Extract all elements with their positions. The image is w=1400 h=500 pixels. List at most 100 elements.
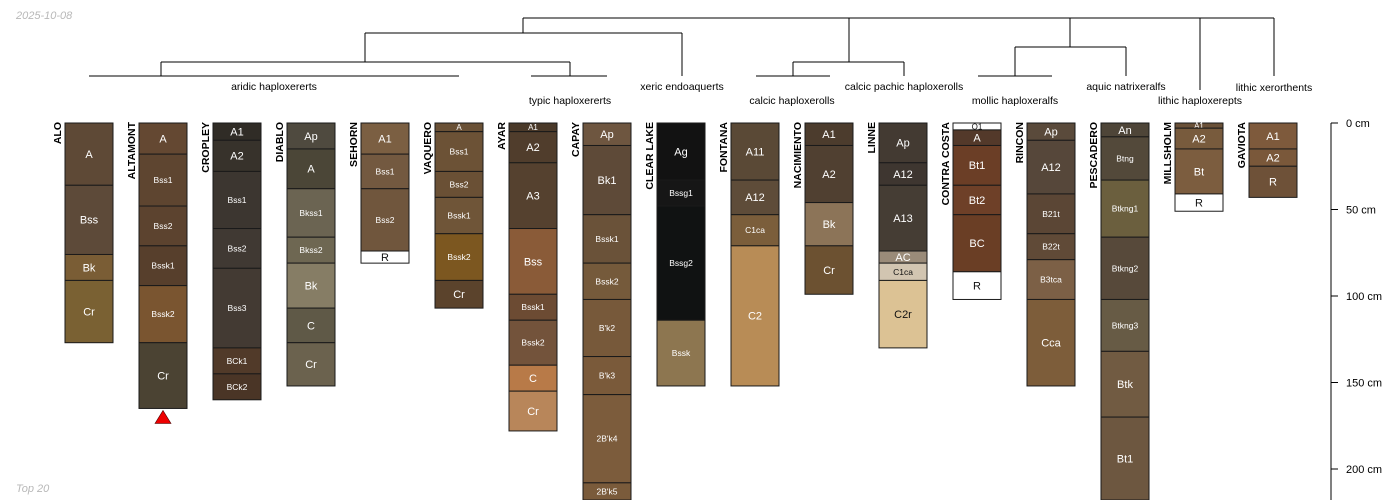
- horizon-label: Bssk: [672, 348, 691, 358]
- horizon-label: A12: [1041, 162, 1061, 174]
- horizon-label: BCk2: [227, 382, 248, 392]
- horizon-label: Bss1: [154, 175, 173, 185]
- horizon-block: [212, 373, 262, 401]
- horizon-block: [508, 390, 558, 432]
- horizon-block: [730, 245, 780, 387]
- taxon-label: xeric endoaquerts: [640, 81, 723, 93]
- horizon-block: [582, 394, 632, 484]
- horizon-label: AC: [895, 252, 910, 264]
- horizon-label: Bssk2: [151, 309, 174, 319]
- horizon-label: C2r: [894, 309, 912, 321]
- horizon-block: [1100, 416, 1150, 500]
- horizon-label: A11: [746, 146, 765, 158]
- horizon-label: A2: [1192, 133, 1205, 145]
- profile-name: CLEAR LAKE: [644, 122, 656, 190]
- horizon-label: Bssk2: [447, 252, 470, 262]
- profile-name: SEHORN: [348, 122, 360, 167]
- horizon-block: [1100, 236, 1150, 300]
- horizon-block: [138, 153, 188, 207]
- horizon-label: Bt: [1194, 166, 1204, 178]
- soil-profile: Ag Bssg1 Bssg2 Bssk CLEAR LAKE: [644, 122, 706, 387]
- horizon-block: [434, 233, 484, 281]
- horizon-block: [360, 153, 410, 190]
- depth-tick-label: 200 cm: [1346, 464, 1382, 476]
- profile-name: AYAR: [496, 122, 508, 150]
- depth-tick-label: 50 cm: [1346, 205, 1376, 217]
- horizon-label: Cr: [305, 359, 317, 371]
- profile-name: GAVIOTA: [1236, 122, 1248, 169]
- taxon-label: lithic haploxerepts: [1158, 95, 1242, 107]
- horizon-block: [508, 131, 558, 164]
- horizon-label: Bk1: [598, 175, 617, 187]
- horizon-label: Ap: [304, 131, 317, 143]
- taxon-label: typic haploxererts: [529, 95, 611, 107]
- soil-profile: A Bss1 Bss2 Bssk1 Bssk2 Cr ALTAMONT: [126, 121, 188, 424]
- horizon-label: C2: [748, 311, 762, 323]
- dendrogram: [89, 17, 1275, 90]
- horizon-label: Btkng1: [1112, 204, 1139, 214]
- horizon-label: Bssk1: [521, 302, 544, 312]
- soil-profile: A Bss Bk Cr ALO: [52, 122, 114, 344]
- horizon-label: A3: [526, 191, 539, 203]
- horizon-label: Btng: [1116, 153, 1134, 163]
- taxon-label: calcic pachic haploxerolls: [845, 81, 963, 93]
- horizon-label: A2: [1266, 152, 1279, 164]
- horizon-block: [804, 245, 854, 295]
- horizon-label: A2: [822, 169, 835, 181]
- horizon-block: [138, 245, 188, 287]
- horizon-block: [656, 122, 706, 181]
- horizon-label: Bss: [524, 256, 543, 268]
- horizon-label: B22t: [1042, 242, 1060, 252]
- horizon-block: [508, 228, 558, 295]
- horizon-block: [952, 214, 1002, 273]
- horizon-label: Cr: [157, 370, 169, 382]
- soil-profile: Ap A12 A13 AC C1ca C2r LINNE: [866, 122, 928, 349]
- horizon-label: Bssk2: [521, 338, 544, 348]
- horizon-block: [878, 122, 928, 164]
- horizon-block: [582, 262, 632, 300]
- horizon-block: [212, 267, 262, 349]
- horizon-label: Bss1: [228, 195, 247, 205]
- horizon-block: [508, 293, 558, 321]
- horizon-block: [138, 285, 188, 344]
- soil-profile: A1 A2 Bss1 Bss2 Bss3 BCk1 BCk2 CROPLEY: [200, 122, 262, 401]
- horizon-label: Ap: [896, 138, 909, 150]
- profile-name: VAQUERO: [422, 122, 434, 174]
- profile-name: ALO: [52, 122, 64, 144]
- horizon-block: [1174, 148, 1224, 195]
- horizon-block: [730, 214, 780, 247]
- horizon-label: B'k3: [599, 371, 616, 381]
- depth-tick-label: 150 cm: [1346, 378, 1382, 390]
- horizon-label: Bss1: [376, 166, 395, 176]
- profile-name: CAPAY: [570, 122, 582, 157]
- horizon-block: [952, 271, 1002, 300]
- depth-tick-label: 100 cm: [1346, 291, 1382, 303]
- horizon-block: [138, 342, 188, 409]
- horizon-label: C1ca: [745, 225, 765, 235]
- horizon-label: Cr: [453, 289, 465, 301]
- soil-profile: Ap A Bkss1 Bkss2 Bk C Cr DIABLO: [274, 122, 336, 387]
- horizon-block: [286, 342, 336, 387]
- soil-profile: A1 A2 A3 Bss Bssk1 Bssk2 C Cr AYAR: [496, 122, 558, 432]
- horizon-label: A: [973, 133, 981, 145]
- horizon-label: Cca: [1041, 338, 1061, 350]
- horizon-label: Bt1: [1117, 453, 1134, 465]
- profile-name: NACIMIENTO: [792, 122, 804, 188]
- horizon-label: Bk: [823, 219, 836, 231]
- horizon-block: [878, 184, 928, 252]
- horizon-label: R: [1195, 197, 1203, 209]
- horizon-block: [434, 170, 484, 198]
- horizon-label: Bssk2: [595, 276, 618, 286]
- horizon-label: Btkng2: [1112, 263, 1139, 273]
- horizon-label: Bt1: [969, 160, 986, 172]
- horizon-label: 2B'k5: [597, 486, 618, 496]
- horizon-label: O1: [972, 122, 983, 131]
- horizon-block: [1100, 179, 1150, 238]
- horizon-label: B3tca: [1040, 275, 1062, 285]
- horizon-block: [138, 122, 188, 155]
- horizon-block: [582, 298, 632, 358]
- horizon-label: Cr: [823, 265, 835, 277]
- horizon-label: A: [307, 164, 315, 176]
- horizon-label: Bssg2: [669, 258, 693, 268]
